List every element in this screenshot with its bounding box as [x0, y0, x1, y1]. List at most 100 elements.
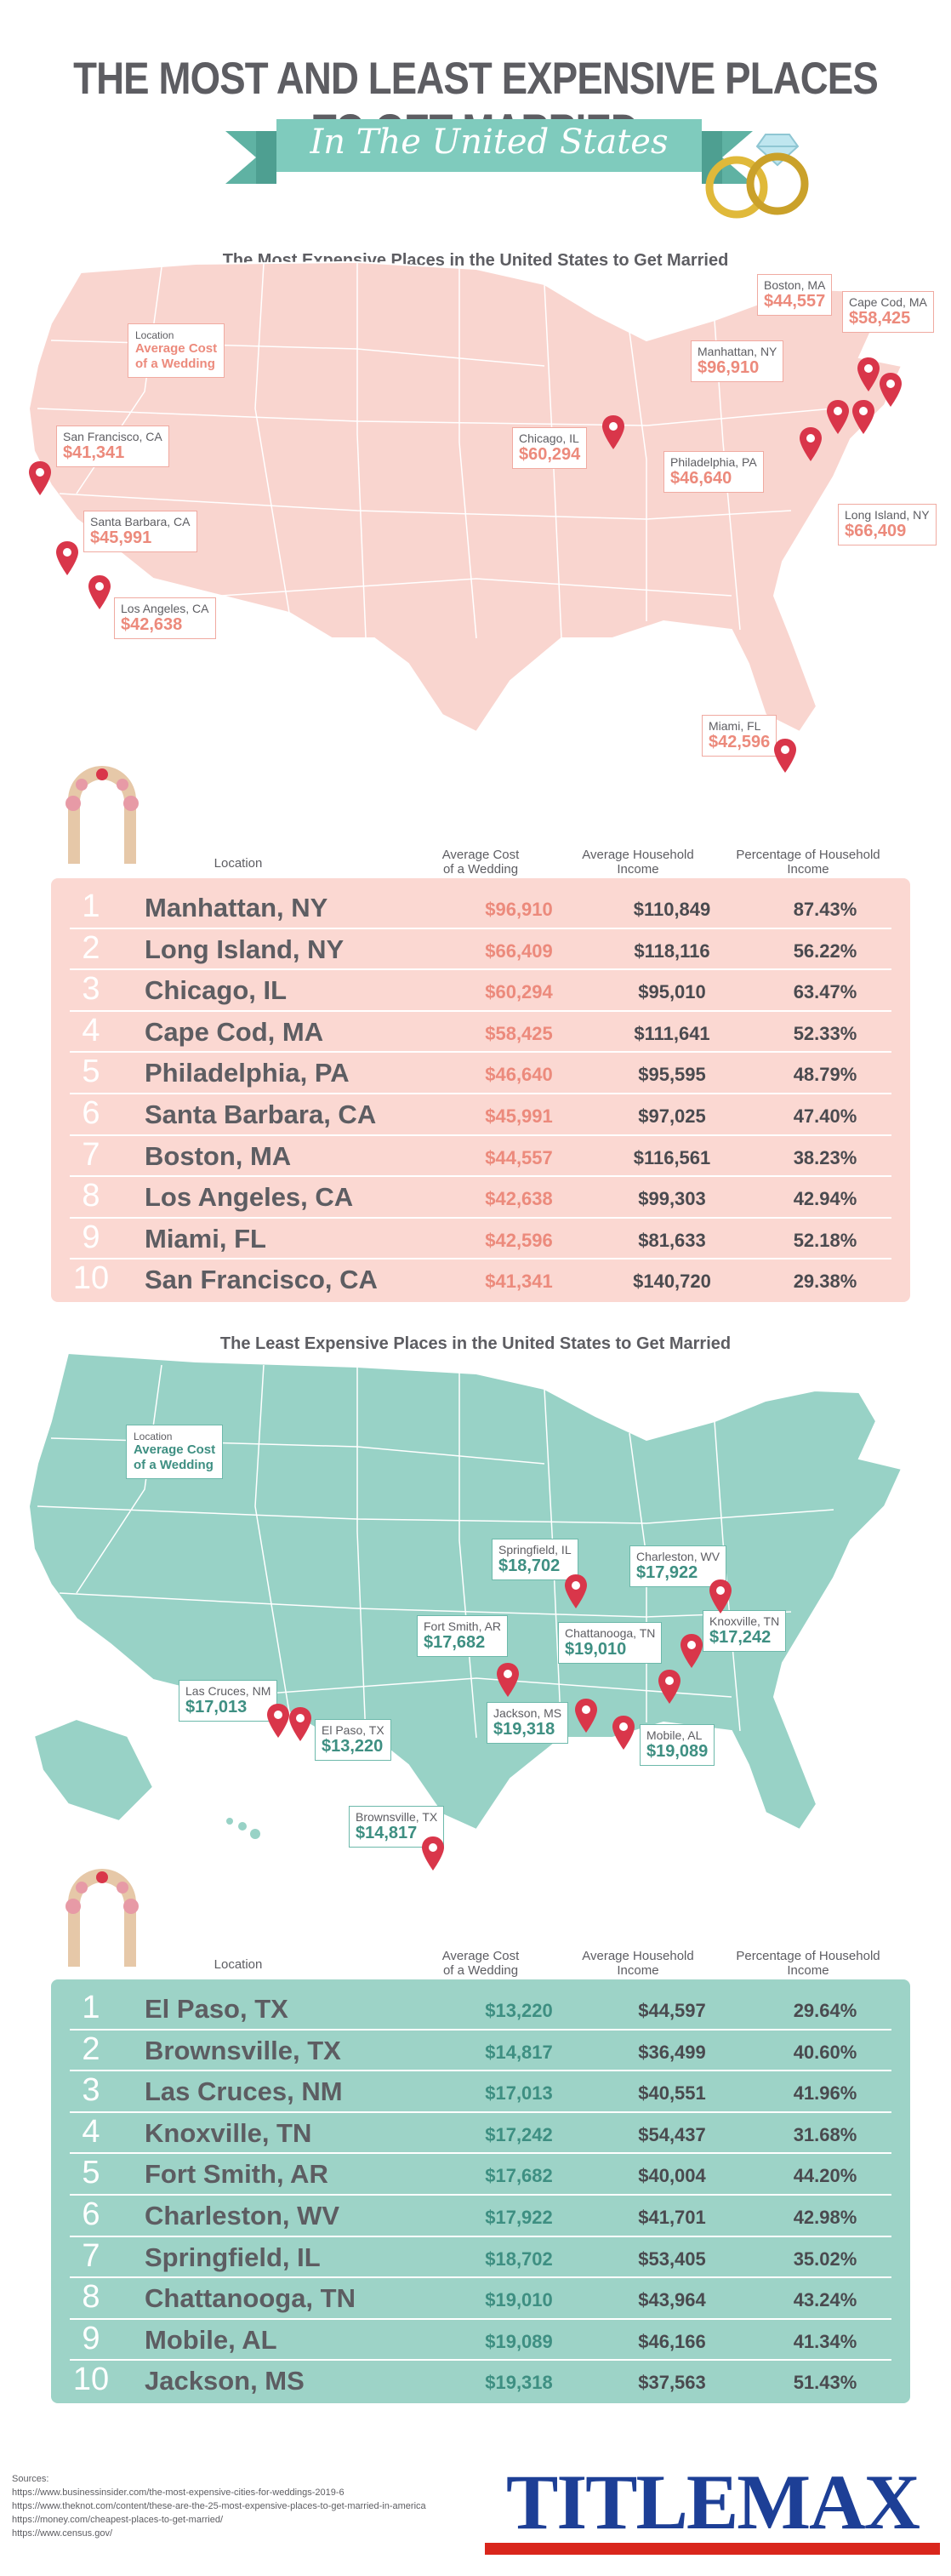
logo-text: TITLEMAX: [506, 2459, 920, 2545]
row-wedding-cost: $60,294: [485, 981, 553, 1003]
row-location: Knoxville, TN: [145, 2117, 312, 2148]
rank-number: 8: [82, 1178, 100, 1214]
row-location: Springfield, IL: [145, 2242, 321, 2272]
row-household-income: $36,499: [638, 2041, 706, 2063]
map-pin-icon: [709, 1579, 732, 1614]
col-header-cost-line2: of a Wedding: [442, 862, 519, 877]
callout-cost: $96,910: [698, 358, 760, 377]
row-location: Mobile, AL: [145, 2324, 277, 2355]
table-row: 3 Las Cruces, NM $17,013 $40,551 41.96%: [51, 2071, 910, 2111]
row-income-percentage: 38.23%: [793, 1146, 857, 1168]
map-pin-icon: [857, 357, 880, 391]
row-location: Los Angeles, CA: [145, 1182, 354, 1213]
callout-cost: $14,817: [356, 1824, 418, 1842]
row-location: Las Cruces, NM: [145, 2076, 343, 2107]
row-household-income: $46,166: [638, 2330, 706, 2352]
row-income-percentage: 41.34%: [793, 2330, 857, 2352]
row-divider: [70, 2152, 891, 2155]
table-row: 9 Miami, FL $42,596 $81,633 52.18%: [51, 1218, 910, 1259]
row-income-percentage: 42.98%: [793, 2207, 857, 2228]
row-location: Chattanooga, TN: [145, 2283, 356, 2314]
callout-city: Jackson, MS: [493, 1706, 562, 1720]
least-expensive-map-title: The Least Expensive Places in the United…: [219, 1334, 732, 1353]
callout-chicago: Chicago, IL $60,294: [512, 427, 588, 469]
source-link[interactable]: https://money.com/cheapest-places-to-get…: [12, 2515, 224, 2525]
callout-city: Springfield, IL: [498, 1543, 572, 1556]
row-wedding-cost: $19,089: [485, 2330, 553, 2352]
source-link[interactable]: https://www.census.gov/: [12, 2528, 112, 2539]
map-pin-icon: [774, 739, 796, 773]
row-divider: [70, 1134, 891, 1136]
row-income-percentage: 41.96%: [793, 2082, 857, 2105]
row-location: Fort Smith, AR: [145, 2159, 328, 2190]
callout-jackson: Jackson, MS $19,318: [487, 1702, 569, 1744]
callout-city: Fort Smith, AR: [424, 1619, 502, 1633]
rank-number: 6: [82, 2196, 100, 2232]
row-household-income: $40,004: [638, 2165, 706, 2187]
callout-miami: Miami, FL $42,596: [702, 715, 777, 757]
callout-cost: $42,638: [121, 615, 183, 634]
rank-number: 2: [82, 2031, 100, 2067]
row-wedding-cost: $41,341: [485, 1271, 553, 1293]
col-header-income-line1: Average Household: [582, 848, 694, 862]
wedding-rings-icon: [705, 134, 809, 219]
col-header-cost-line1: Average Cost: [441, 1949, 520, 1963]
table-row: 1 Manhattan, NY $96,910 $110,849 87.43%: [51, 887, 910, 928]
row-divider: [70, 968, 891, 971]
col-header-pct: Percentage of Household Income: [723, 1949, 893, 1978]
row-wedding-cost: $14,817: [485, 2041, 553, 2063]
row-wedding-cost: $13,220: [485, 2000, 553, 2021]
row-location: Chicago, IL: [145, 975, 288, 1006]
row-household-income: $53,405: [638, 2248, 706, 2270]
map-pin-icon: [565, 1574, 587, 1608]
row-divider: [70, 2194, 891, 2196]
callout-cost: $13,220: [322, 1737, 384, 1756]
page-subtitle: In The United States: [310, 123, 669, 162]
sources: Sources: https://www.businessinsider.com…: [12, 2472, 426, 2540]
row-location: Long Island, NY: [145, 934, 345, 964]
row-income-percentage: 51.43%: [793, 2372, 857, 2394]
row-location: Charleston, WV: [145, 2201, 340, 2230]
rank-number: 5: [82, 2155, 100, 2191]
row-divider: [70, 2317, 891, 2320]
row-wedding-cost: $17,242: [485, 2123, 553, 2145]
callout-cape-cod: Cape Cod, MA $58,425: [842, 291, 934, 333]
row-location: Santa Barbara, CA: [145, 1100, 377, 1129]
row-divider: [70, 1258, 891, 1260]
map-pin-icon: [681, 1634, 703, 1668]
callout-manhattan: Manhattan, NY $96,910: [691, 340, 784, 382]
row-income-percentage: 29.64%: [793, 2000, 857, 2021]
row-wedding-cost: $66,409: [485, 940, 553, 962]
callout-cost: $19,089: [646, 1742, 709, 1761]
map-pin-icon: [800, 427, 822, 461]
col-header-pct-line1: Percentage of Household: [736, 1949, 880, 1963]
map-pin-icon: [422, 1836, 444, 1871]
callout-city: Cape Cod, MA: [849, 295, 927, 309]
wedding-arch-icon: [65, 1869, 139, 1967]
callout-las-cruces: Las Cruces, NM $17,013: [179, 1680, 278, 1722]
row-location: El Paso, TX: [145, 1994, 288, 2024]
callout-cost: $19,318: [493, 1720, 555, 1739]
callout-city: San Francisco, CA: [63, 430, 162, 443]
row-wedding-cost: $17,682: [485, 2165, 553, 2187]
callout-city: Manhattan, NY: [698, 345, 777, 358]
table-row: 10 San Francisco, CA $41,341 $140,720 29.38%: [51, 1259, 910, 1299]
rank-number: 1: [82, 888, 100, 924]
source-link[interactable]: https://www.businessinsider.com/the-most…: [12, 2487, 345, 2498]
rank-number: 10: [72, 1260, 110, 1297]
rank-number: 7: [82, 1136, 100, 1173]
source-link[interactable]: https://www.theknot.com/content/these-ar…: [12, 2501, 426, 2511]
logo-underline: [485, 2543, 940, 2555]
col-header-location: Location: [214, 1957, 263, 1972]
row-location: Manhattan, NY: [145, 893, 328, 922]
callout-city: Los Angeles, CA: [121, 602, 209, 615]
row-wedding-cost: $96,910: [485, 899, 553, 920]
row-income-percentage: 56.22%: [793, 940, 857, 962]
row-wedding-cost: $17,922: [485, 2207, 553, 2228]
row-divider: [70, 1216, 891, 1219]
row-location: Philadelphia, PA: [145, 1058, 350, 1088]
callout-los-angeles: Los Angeles, CA $42,638: [114, 597, 216, 639]
table-row: 7 Springfield, IL $18,702 $53,405 35.02%: [51, 2236, 910, 2277]
callout-el-paso: El Paso, TX $13,220: [315, 1719, 391, 1761]
callout-city: El Paso, TX: [322, 1723, 384, 1737]
